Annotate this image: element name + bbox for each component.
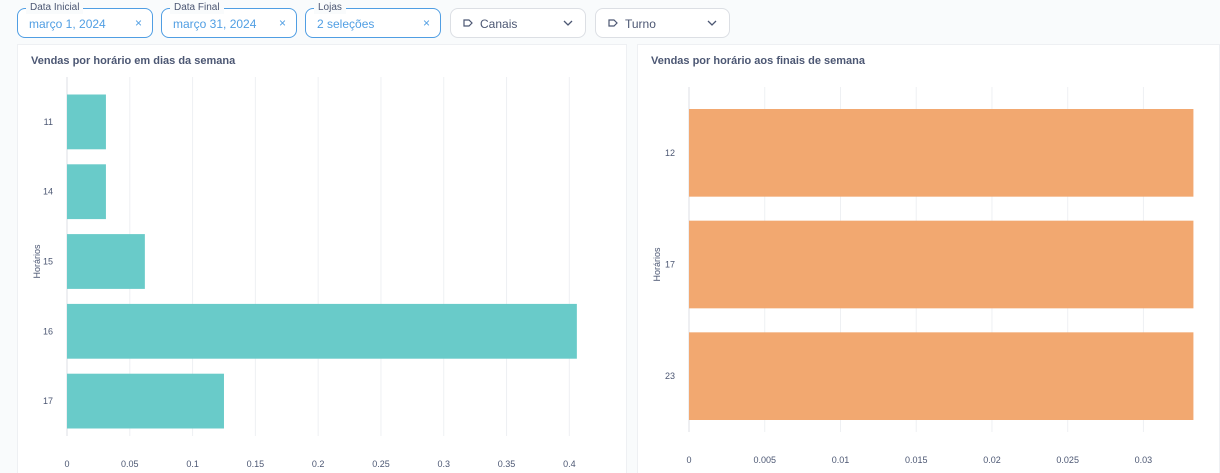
x-tick-label: 0 <box>686 455 691 465</box>
x-tick-label: 0.35 <box>498 459 516 469</box>
bar[interactable] <box>67 303 577 359</box>
x-tick-label: 0.02 <box>983 455 1001 465</box>
x-tick-label: 0.05 <box>121 459 139 469</box>
filter-value: março 31, 2024 <box>173 17 257 31</box>
clear-icon[interactable]: × <box>422 16 430 30</box>
y-tick-label: 17 <box>665 260 675 270</box>
bar[interactable] <box>67 94 106 150</box>
x-tick-label: 0.15 <box>247 459 265 469</box>
bar[interactable] <box>689 332 1194 420</box>
bar[interactable] <box>689 220 1194 309</box>
y-axis-label: Horários <box>32 244 42 279</box>
filter-placeholder: Canais <box>480 17 518 31</box>
bar[interactable] <box>67 234 145 289</box>
clear-icon[interactable]: × <box>134 16 142 30</box>
tag-icon <box>608 19 618 27</box>
y-tick-label: 11 <box>44 117 53 127</box>
filter-label: Data Inicial <box>26 2 84 14</box>
chart-title: Vendas por horário em dias da semana <box>31 55 236 67</box>
bar[interactable] <box>689 109 1194 197</box>
x-tick-label: 0 <box>64 459 69 469</box>
x-tick-label: 0.25 <box>372 459 390 469</box>
filter-label: Data Final <box>170 2 224 14</box>
x-tick-label: 0.03 <box>1135 455 1153 465</box>
filter-turno[interactable]: Turno <box>595 8 730 38</box>
y-tick-label: 16 <box>43 326 53 336</box>
y-tick-label: 15 <box>43 257 53 267</box>
bar-chart-weekdays: 0 0.05 0.1 0.15 0.2 0.25 0.3 0.35 0.4 11 14 15 16 17 H… <box>32 77 577 469</box>
x-tick-label: 0.01 <box>832 455 850 465</box>
y-axis-label: Horários <box>652 247 662 282</box>
filter-canais[interactable]: Canais <box>450 8 586 38</box>
chevron-down-icon <box>563 20 573 26</box>
x-tick-label: 0.1 <box>186 459 199 469</box>
y-tick-label: 23 <box>665 371 675 381</box>
x-tick-label: 0.025 <box>1056 455 1079 465</box>
x-tick-label: 0.005 <box>753 455 776 465</box>
chart-card-weekends: Vendas por horário aos finais de semana … <box>637 44 1220 473</box>
bar-chart-weekends: 0 0.005 0.01 0.015 0.02 0.025 0.03 12 17 23 Horári… <box>652 87 1194 465</box>
bar[interactable] <box>67 164 106 220</box>
filter-placeholder: Turno <box>625 17 656 31</box>
filter-lojas[interactable]: Lojas 2 seleções × <box>305 2 441 38</box>
tag-icon <box>463 19 473 27</box>
x-tick-label: 0.4 <box>563 459 576 469</box>
chevron-down-icon <box>707 20 717 26</box>
x-tick-label: 0.3 <box>437 459 450 469</box>
filter-data-inicial[interactable]: Data Inicial março 1, 2024 × <box>17 2 153 38</box>
y-tick-label: 12 <box>665 148 675 158</box>
filter-label: Lojas <box>314 2 346 14</box>
x-tick-label: 0.2 <box>312 459 325 469</box>
x-tick-label: 0.015 <box>905 455 928 465</box>
bar[interactable] <box>67 373 224 429</box>
filter-value: 2 seleções <box>317 17 375 31</box>
y-tick-label: 17 <box>43 396 53 406</box>
filter-value: março 1, 2024 <box>29 17 106 31</box>
clear-icon[interactable]: × <box>278 16 286 30</box>
y-tick-label: 14 <box>43 187 53 197</box>
filter-data-final[interactable]: Data Final março 31, 2024 × <box>161 2 297 38</box>
chart-card-weekdays: Vendas por horário em dias da semana 0 0.… <box>17 44 627 473</box>
filter-bar: Data Inicial março 1, 2024 × Data Final … <box>0 0 1220 44</box>
chart-title: Vendas por horário aos finais de semana <box>651 55 865 67</box>
